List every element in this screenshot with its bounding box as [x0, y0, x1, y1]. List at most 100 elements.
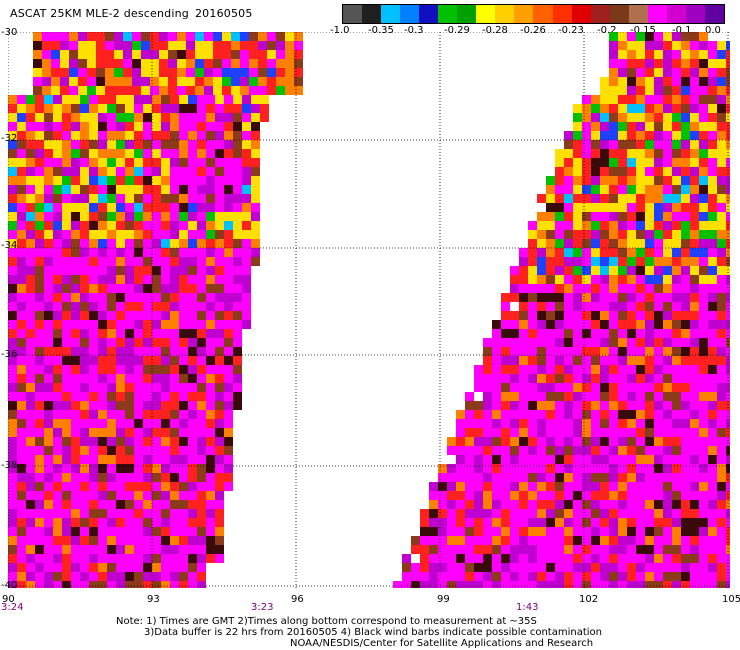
data-cell — [591, 401, 600, 410]
data-cell — [125, 464, 134, 473]
data-cell — [726, 176, 730, 185]
data-cell — [510, 419, 519, 428]
data-cell — [564, 176, 573, 185]
data-cell — [546, 527, 555, 536]
data-cell — [528, 401, 537, 410]
data-cell — [582, 383, 591, 392]
data-cell — [276, 41, 285, 50]
data-cell — [206, 464, 215, 473]
data-cell — [33, 41, 42, 50]
data-cell — [206, 302, 215, 311]
data-cell — [402, 563, 411, 572]
data-cell — [80, 293, 89, 302]
data-cell — [627, 482, 636, 491]
data-cell — [600, 482, 609, 491]
data-cell — [708, 545, 717, 554]
data-cell — [537, 374, 546, 383]
data-cell — [62, 581, 71, 588]
data-cell — [474, 536, 483, 545]
data-cell — [654, 122, 663, 131]
data-cell — [195, 32, 204, 41]
data-cell — [690, 509, 699, 518]
data-cell — [573, 122, 582, 131]
data-cell — [618, 572, 627, 581]
data-cell — [573, 581, 582, 588]
data-cell — [654, 50, 663, 59]
data-cell — [636, 275, 645, 284]
data-cell — [474, 518, 483, 527]
data-cell — [134, 563, 143, 572]
data-cell — [402, 572, 411, 581]
data-cell — [215, 383, 224, 392]
data-cell — [609, 41, 618, 50]
data-cell — [537, 347, 546, 356]
data-cell — [672, 455, 681, 464]
data-cell — [89, 311, 98, 320]
data-cell — [116, 401, 125, 410]
data-cell — [564, 455, 573, 464]
data-cell — [717, 392, 726, 401]
data-cell — [474, 374, 483, 383]
data-cell — [456, 491, 465, 500]
data-cell — [89, 248, 98, 257]
data-cell — [8, 545, 17, 554]
data-cell — [627, 32, 636, 41]
data-cell — [699, 329, 708, 338]
data-cell — [8, 365, 17, 374]
data-cell — [690, 50, 699, 59]
data-cell — [492, 365, 501, 374]
data-cell — [17, 257, 26, 266]
data-cell — [690, 446, 699, 455]
data-cell — [80, 464, 89, 473]
data-cell — [233, 338, 242, 347]
data-cell — [627, 221, 636, 230]
data-cell — [555, 473, 564, 482]
data-cell — [519, 401, 528, 410]
data-cell — [215, 221, 224, 230]
data-cell — [51, 41, 60, 50]
data-cell — [528, 518, 537, 527]
data-cell — [627, 545, 636, 554]
data-cell — [44, 428, 53, 437]
data-cell — [555, 293, 564, 302]
data-cell — [152, 374, 161, 383]
data-cell — [51, 59, 60, 68]
data-cell — [636, 194, 645, 203]
data-cell — [717, 176, 726, 185]
data-cell — [663, 464, 672, 473]
data-cell — [519, 284, 528, 293]
data-cell — [618, 257, 627, 266]
data-cell — [116, 536, 125, 545]
data-cell — [60, 59, 69, 68]
data-cell — [708, 446, 717, 455]
data-cell — [98, 95, 107, 104]
data-cell — [179, 347, 188, 356]
data-cell — [188, 212, 197, 221]
data-cell — [35, 401, 44, 410]
data-cell — [116, 275, 125, 284]
data-cell — [627, 356, 636, 365]
data-cell — [645, 509, 654, 518]
data-cell — [143, 473, 152, 482]
data-cell — [53, 302, 62, 311]
data-cell — [53, 320, 62, 329]
data-cell — [663, 500, 672, 509]
data-cell — [89, 572, 98, 581]
data-cell — [62, 527, 71, 536]
data-cell — [26, 563, 35, 572]
data-cell — [618, 239, 627, 248]
data-cell — [672, 149, 681, 158]
data-cell — [8, 491, 17, 500]
data-cell — [483, 473, 492, 482]
data-cell — [42, 77, 51, 86]
data-cell — [71, 95, 80, 104]
data-cell — [78, 59, 87, 68]
data-cell — [132, 59, 141, 68]
data-cell — [708, 383, 717, 392]
data-cell — [636, 374, 645, 383]
data-cell — [53, 491, 62, 500]
data-cell — [152, 410, 161, 419]
data-cell — [501, 419, 510, 428]
data-cell — [420, 545, 429, 554]
data-cell — [242, 257, 251, 266]
